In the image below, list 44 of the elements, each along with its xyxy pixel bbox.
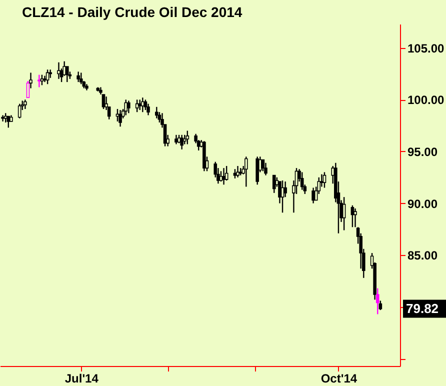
y-tick-label: 90.00 [408,196,438,211]
candlestick [186,130,190,145]
chart-title: CLZ14 - Daily Crude Oil Dec 2014 [22,4,242,20]
y-tick-label: 105.00 [408,41,445,56]
candlestick [24,99,27,110]
candlestick [118,109,122,128]
candlestick [174,134,178,145]
candlestick [264,162,268,176]
candlestick [38,74,41,88]
candlestick [138,99,142,111]
candlestick [224,165,228,182]
candlestick [342,196,346,231]
candlestick [261,159,265,172]
candlestick [256,156,259,186]
candlestick [272,174,276,194]
candlestick [244,156,248,188]
candlestick [354,208,357,228]
y-tick-label: 95.00 [408,144,438,159]
x-tick-label: Jul'14 [64,372,99,386]
candlestick [79,72,83,85]
candlestick [222,167,226,186]
text: 79.82 [406,300,439,316]
candlestick [322,172,326,188]
candlestick [141,96,144,113]
candlestick [154,106,158,119]
x-tick-label: Oct'14 [320,372,358,386]
candlestick [40,74,44,86]
candlestick [18,103,22,119]
candlestick [127,100,130,114]
candlestick [180,134,184,150]
candlestick [76,71,80,83]
candlestick [57,62,60,80]
candlestick [300,172,304,190]
y-tick-label: 85.00 [408,248,438,263]
candlestick [146,103,150,116]
candlestick [236,165,240,178]
candlestick [312,187,315,204]
candlestick [124,99,128,116]
candlestick [6,116,10,128]
candlestick [144,99,148,111]
candlestick [376,288,380,315]
candlestick [65,66,69,83]
candlestick [26,80,30,98]
y-tick-label: 100.00 [408,93,445,108]
